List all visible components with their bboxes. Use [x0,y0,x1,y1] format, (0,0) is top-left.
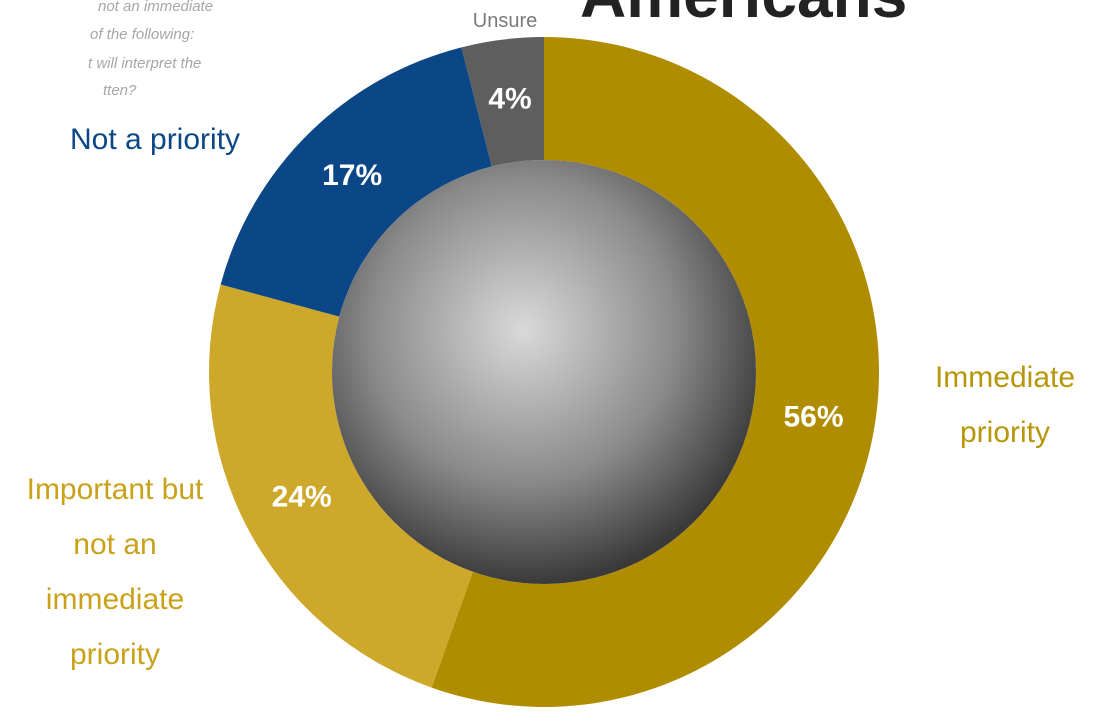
question-line: tten? [103,82,137,99]
donut-slice [209,284,473,688]
category-label: Unsure [472,10,538,32]
category-label: Immediate priority [934,361,1076,449]
question-line: not an immediate [98,0,214,15]
donut-slice [461,37,544,167]
question-line: t will interpret the [88,55,202,72]
value-label: 4% [488,83,531,116]
center-photo [332,160,756,584]
donut-slice [431,37,879,707]
category-label: Not a priority [69,123,241,156]
donut-slice [220,47,492,317]
chart-title: Americans [580,0,907,32]
question-line: of the following: [90,26,195,43]
category-label: Important but not an immediate priority [26,473,204,671]
value-label: 17% [322,159,382,192]
value-label: 56% [783,400,843,433]
value-label: 24% [272,481,332,514]
